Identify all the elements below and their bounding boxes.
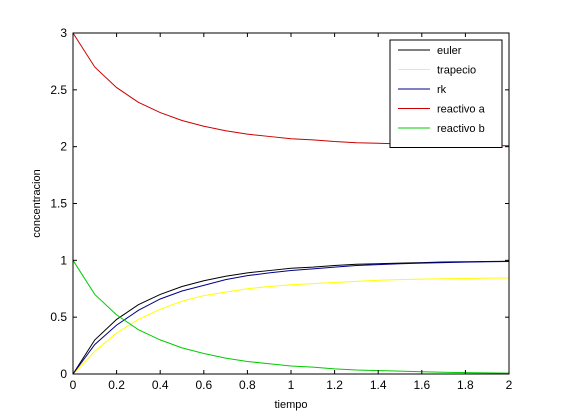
series-line-reactivo-b: [72, 260, 510, 374]
y-tick-label: 1.5: [50, 197, 67, 211]
legend: euler trapecio rk reactivo a reactivo b: [389, 39, 503, 148]
legend-label: reactivo a: [437, 104, 486, 116]
y-tick-label: 3: [60, 26, 67, 40]
x-tick-label: 1.2: [326, 378, 343, 392]
x-tick-label: 1: [288, 378, 295, 392]
series-line-euler: [72, 260, 510, 375]
x-tick-label: 0.8: [239, 378, 256, 392]
x-tick-label: 0.6: [195, 378, 212, 392]
x-tick-label: 0.2: [108, 378, 125, 392]
y-tick-label: 2.5: [50, 83, 67, 97]
x-tick-label: 1.6: [413, 378, 430, 392]
y-tick-label: 0: [60, 367, 67, 381]
x-tick-label: 1.4: [370, 378, 387, 392]
y-axis-label: concentracion: [31, 169, 43, 238]
legend-label: reactivo b: [437, 123, 485, 135]
x-tick-label: 0: [70, 378, 77, 392]
legend-label: rk: [437, 84, 447, 96]
tick-layer: 0 0.2 0.4 0.6 0.8 1 1.2 1.4 1.6 1.8 2 0 0.5 1 1.5 2 2.5 3: [50, 26, 512, 392]
legend-label: euler: [437, 45, 462, 57]
y-tick-label: 2: [60, 140, 67, 154]
legend-label: trapecio: [437, 65, 476, 77]
series-line-rk: [72, 260, 510, 375]
y-tick-label: 0.5: [50, 310, 67, 324]
y-tick-label: 1: [60, 253, 67, 267]
series-line-trapecio: [72, 277, 510, 375]
legend-box: [389, 39, 503, 148]
x-tick-label: 0.4: [152, 378, 169, 392]
x-tick-label: 2: [506, 378, 513, 392]
x-axis-label: tiempo: [274, 399, 307, 411]
x-tick-label: 1.8: [457, 378, 474, 392]
